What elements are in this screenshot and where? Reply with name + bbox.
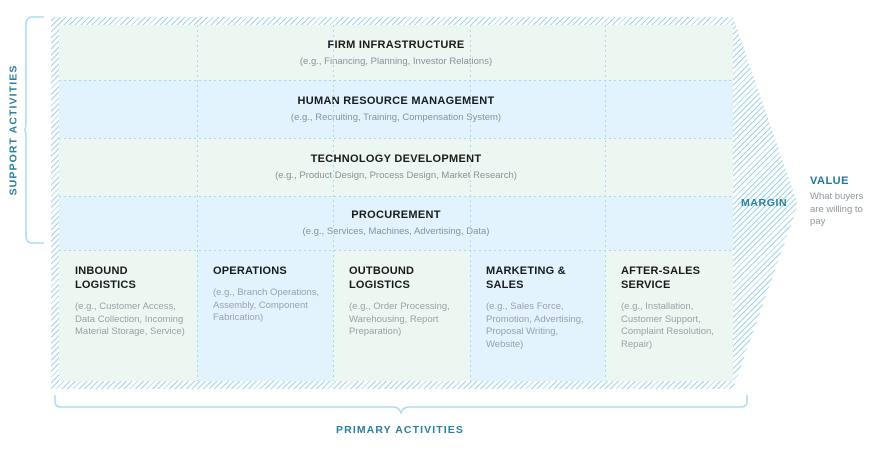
support-row-title: PROCUREMENT [351,209,441,221]
value-chain-grid: FIRM INFRASTRUCTURE (e.g., Financing, Pl… [59,25,733,381]
primary-column-title: MARKETING & SALES [486,265,566,291]
support-activities-label: SUPPORT ACTIVITIES [5,30,21,230]
support-row-title: HUMAN RESOURCE MANAGEMENT [297,95,495,107]
primary-column-after-sales-service: AFTER-SALES SERVICE (e.g., Installation,… [605,250,733,381]
support-row-examples: (e.g., Financing, Planning, Investor Rel… [299,55,493,67]
row-divider [59,250,733,251]
primary-activities-row: INBOUND LOGISTICS (e.g., Customer Access… [59,250,733,381]
support-row-human-resource-management: HUMAN RESOURCE MANAGEMENT (e.g., Recruit… [59,80,733,138]
primary-column-examples: (e.g., Installation, Customer Support, C… [621,301,714,350]
column-divider [197,25,198,381]
support-activities-brace [24,16,44,244]
row-divider [59,196,733,197]
primary-activities-brace [54,395,748,414]
row-divider [59,138,733,139]
support-row-technology-development: TECHNOLOGY DEVELOPMENT (e.g., Product De… [59,138,733,196]
support-row-examples: (e.g., Services, Machines, Advertising, … [302,226,490,237]
column-divider [605,25,606,381]
primary-column-examples: (e.g., Order Processing, Warehousing, Re… [349,301,450,337]
primary-column-title: OPERATIONS [213,265,287,277]
row-divider [59,80,733,81]
primary-column-examples: (e.g., Sales Force, Promotion, Advertisi… [486,301,584,350]
support-row-procurement: PROCUREMENT (e.g., Services, Machines, A… [59,196,733,250]
support-row-examples: (e.g., Product Design, Process Design, M… [275,170,517,181]
support-activities-label-text: SUPPORT ACTIVITIES [7,64,19,196]
primary-column-title: AFTER-SALES SERVICE [621,265,701,291]
value-title: VALUE [810,175,849,187]
primary-column-examples: (e.g., Branch Operations, Assembly, Comp… [213,287,320,323]
primary-column-title: INBOUND LOGISTICS [75,265,137,291]
primary-column-operations: OPERATIONS (e.g., Branch Operations, Ass… [197,250,333,381]
column-divider [333,25,334,381]
margin-label: MARGIN [741,197,788,209]
value-block: VALUE What buyers are willing to pay [810,175,876,229]
primary-column-marketing-and-sales: MARKETING & SALES (e.g., Sales Force, Pr… [470,250,605,381]
value-description: What buyers are willing to pay [810,191,864,227]
primary-column-title: OUTBOUND LOGISTICS [349,265,415,291]
support-row-firm-infrastructure: FIRM INFRASTRUCTURE (e.g., Financing, Pl… [59,25,733,80]
primary-column-examples: (e.g., Customer Access, Data Collection,… [75,301,185,337]
support-row-title: TECHNOLOGY DEVELOPMENT [310,153,482,165]
support-row-examples: (e.g., Recruiting, Training, Compensatio… [290,112,502,123]
primary-column-inbound-logistics: INBOUND LOGISTICS (e.g., Customer Access… [59,250,197,381]
primary-column-outbound-logistics: OUTBOUND LOGISTICS (e.g., Order Processi… [333,250,470,381]
column-divider [470,25,471,381]
support-row-title: FIRM INFRASTRUCTURE [327,38,465,51]
primary-activities-label: PRIMARY ACTIVITIES [336,424,464,436]
